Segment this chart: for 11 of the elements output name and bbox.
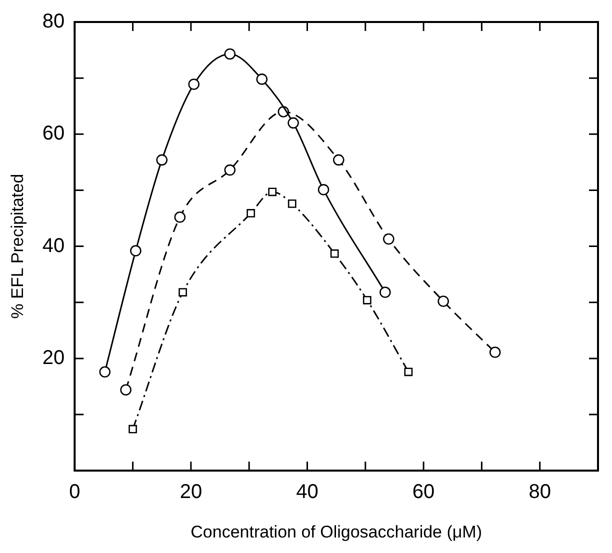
x-axis-title: Concentration of Oligosaccharide (μM) <box>190 522 482 542</box>
x-tick-label: 0 <box>69 481 80 504</box>
y-tick-label: 60 <box>42 122 65 145</box>
x-tick-label: 60 <box>412 481 435 504</box>
x-tick-label: 20 <box>180 481 202 504</box>
y-tick-label: 40 <box>42 234 65 257</box>
y-tick-label: 80 <box>42 10 65 33</box>
x-tick-label: 40 <box>296 481 318 504</box>
y-tick-label: 20 <box>42 346 65 369</box>
y-axis-title: % EFL Precipitated <box>8 174 27 319</box>
x-tick-label: 80 <box>528 481 551 504</box>
